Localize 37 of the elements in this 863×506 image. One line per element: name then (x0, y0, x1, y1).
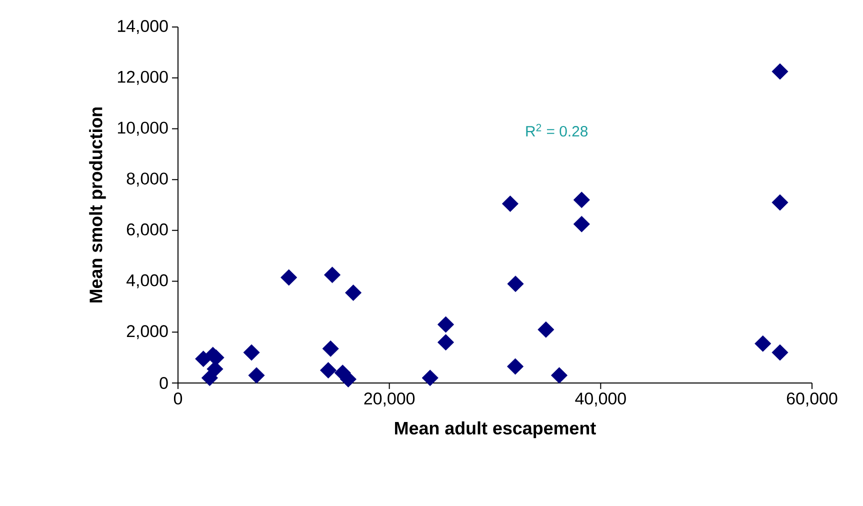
point (437, 334, 454, 351)
y-tick-label: 8,000 (126, 172, 168, 187)
x-tick-label: 40,000 (575, 392, 626, 407)
point (772, 194, 788, 211)
point (550, 367, 568, 384)
y-tick-label: 6,000 (126, 223, 168, 238)
point (248, 367, 265, 384)
point (772, 63, 788, 80)
point (502, 196, 519, 212)
x-tick-label: 20,000 (364, 392, 415, 407)
point (201, 370, 218, 386)
y-tick-label: 10,000 (118, 122, 168, 136)
y-tick-label: 2,000 (126, 325, 168, 340)
x-tick-label: 60,000 (786, 392, 838, 407)
point (322, 340, 339, 357)
point (573, 192, 590, 208)
x-axis-title: Mean adult escapement (395, 421, 596, 438)
y-tick-label: 0 (160, 377, 168, 389)
annotation: R$^{2}$ = 0.28 (526, 124, 588, 137)
point (324, 266, 341, 284)
x-tick-label: 0 (174, 392, 182, 405)
y-tick-label: 12,000 (118, 70, 168, 85)
point (754, 335, 772, 352)
point (573, 216, 590, 232)
point (320, 362, 337, 378)
point (437, 316, 454, 333)
y-tick-label: 14,000 (118, 20, 168, 34)
point (243, 344, 260, 361)
point (507, 276, 524, 292)
y-tick-label: 4,000 (126, 274, 168, 288)
point (506, 358, 524, 375)
point (345, 284, 362, 301)
point (538, 321, 554, 338)
y-axis-title: Mean smolt production (89, 107, 106, 302)
point (422, 370, 438, 386)
point (280, 269, 298, 286)
point (772, 344, 788, 361)
